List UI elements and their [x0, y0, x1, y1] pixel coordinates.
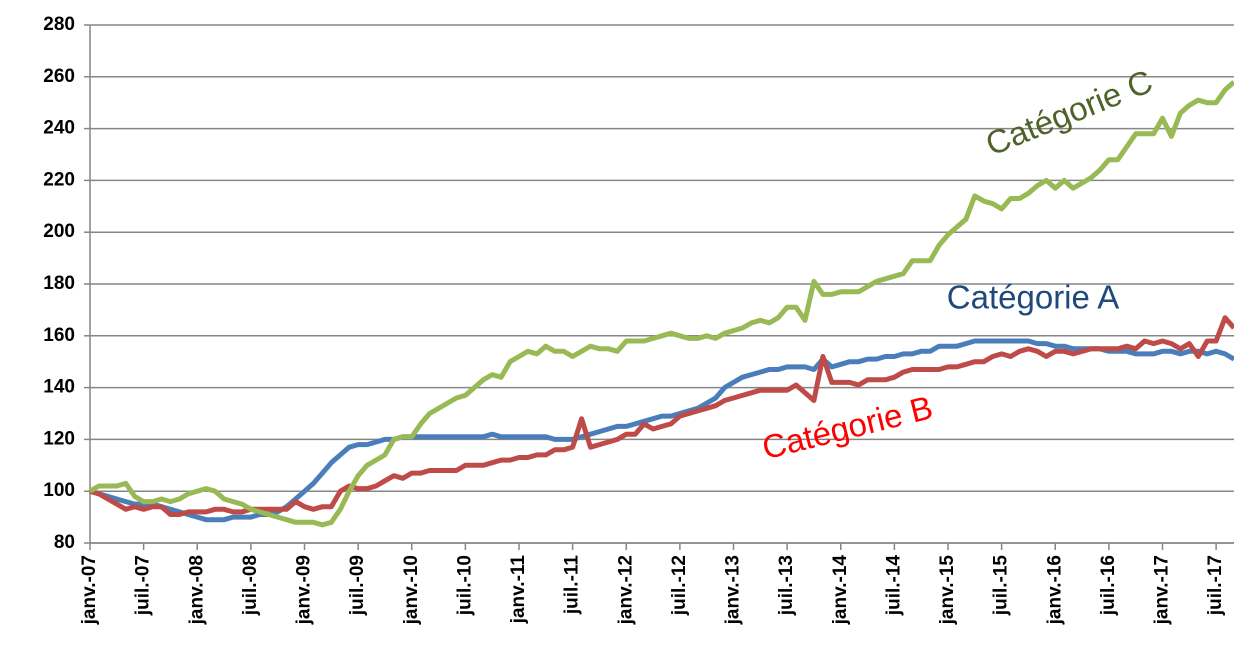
y-tick-label: 100 — [43, 480, 75, 501]
x-tick-label: juil.-14 — [883, 555, 904, 617]
x-tick-label: juil.-08 — [240, 555, 261, 616]
x-tick-label: janv.-10 — [401, 555, 422, 625]
x-tick-label: juil.-13 — [776, 555, 797, 616]
series-annotation: Catégorie A — [947, 279, 1119, 316]
x-tick-label: juil.-15 — [991, 555, 1012, 617]
y-tick-label: 240 — [43, 118, 75, 139]
x-tick-label: janv.-17 — [1152, 555, 1173, 625]
y-tick-label: 160 — [43, 325, 75, 346]
x-tick-label: janv.-13 — [723, 555, 744, 625]
y-tick-label: 260 — [43, 66, 75, 87]
series-line — [89, 338, 1234, 523]
series-line — [89, 315, 1234, 517]
y-tick-label: 120 — [43, 428, 75, 449]
y-tick-label: 220 — [43, 169, 75, 190]
x-tick-label: janv.-12 — [615, 555, 636, 625]
x-tick-label: juil.-11 — [562, 555, 583, 616]
x-tick-label: janv.-15 — [937, 555, 958, 626]
x-tick-label: juil.-12 — [669, 555, 690, 616]
x-tick-label: juil.-17 — [1205, 555, 1226, 616]
x-tick-label: janv.-09 — [294, 555, 315, 625]
y-tick-label: 140 — [43, 377, 75, 398]
y-tick-label: 280 — [43, 14, 75, 35]
y-tick-label: 200 — [43, 221, 75, 242]
y-tick-label: 180 — [43, 273, 75, 294]
x-tick-label: janv.-08 — [186, 555, 207, 625]
y-tick-label: 80 — [54, 532, 75, 553]
series-annotation: Catégorie B — [758, 388, 936, 466]
x-tick-label: juil.-09 — [347, 555, 368, 616]
x-tick-label: janv.-11 — [508, 555, 529, 625]
x-tick-label: juil.-10 — [454, 555, 475, 616]
x-tick-label: juil.-07 — [133, 555, 154, 616]
x-tick-label: janv.-16 — [1044, 555, 1065, 625]
series-line — [88, 80, 1234, 528]
x-tick-label: janv.-14 — [830, 555, 851, 626]
x-tick-label: janv.-07 — [79, 555, 100, 625]
x-tick-label: juil.-16 — [1098, 555, 1119, 616]
